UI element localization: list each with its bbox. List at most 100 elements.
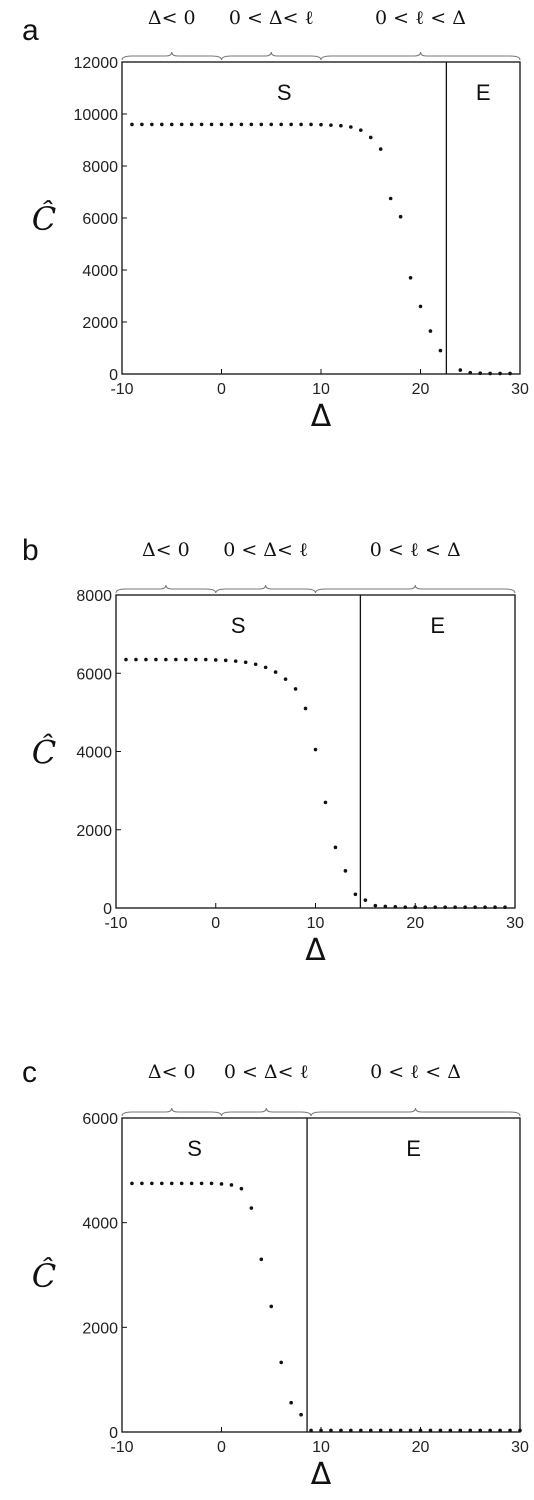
x-tick-label: -10: [104, 915, 127, 932]
data-point: [189, 122, 194, 127]
data-point: [413, 905, 418, 910]
data-point: [398, 1428, 403, 1433]
data-point: [408, 1428, 413, 1433]
data-point: [488, 371, 492, 376]
data-point: [368, 135, 373, 140]
x-tick-label: 20: [412, 1439, 430, 1456]
data-point: [150, 122, 154, 127]
data-point: [144, 657, 148, 662]
plot-frame: [121, 1117, 521, 1433]
data-point: [150, 1181, 154, 1186]
region-label-e: E: [430, 613, 445, 638]
data-point: [239, 122, 244, 127]
y-tick-label: 2000: [82, 315, 118, 332]
data-point: [293, 687, 298, 691]
data-point: [339, 1428, 343, 1433]
data-point: [463, 905, 467, 910]
y-tick-label: 8000: [82, 159, 118, 176]
data-point: [508, 1428, 512, 1433]
y-tick-label: 8000: [76, 588, 112, 605]
data-point: [189, 1181, 194, 1186]
regime-label: 0 < Δ< ℓ: [223, 539, 308, 561]
data-point: [478, 1428, 483, 1433]
data-point: [498, 1428, 502, 1433]
data-points: [130, 1181, 522, 1433]
data-point: [458, 368, 463, 372]
data-point: [259, 122, 264, 127]
y-tick-label: 2000: [82, 1320, 118, 1337]
data-point: [140, 1181, 144, 1186]
x-tick-label: 10: [307, 915, 325, 932]
regime-label: Δ< 0: [142, 539, 190, 561]
panel-label: a: [22, 14, 39, 47]
data-point: [259, 1257, 264, 1262]
data-point: [223, 658, 228, 663]
data-point: [253, 662, 258, 667]
data-point: [443, 905, 447, 910]
data-point: [169, 1181, 174, 1186]
data-point: [468, 1428, 473, 1433]
x-tick-label: 10: [312, 381, 330, 398]
y-tick-label: 4000: [82, 263, 118, 280]
data-point: [243, 660, 248, 665]
x-axis-title: Δ: [311, 399, 332, 434]
data-point: [299, 122, 303, 127]
y-tick-label: 4000: [76, 745, 112, 762]
data-point: [423, 905, 428, 910]
y-axis-title: Ĉ: [32, 1257, 56, 1295]
regime-brace: [320, 51, 521, 61]
x-tick-label: 20: [412, 381, 430, 398]
y-axis-title: Ĉ: [32, 200, 56, 238]
data-point: [408, 276, 413, 280]
regime-label: 0 < Δ< ℓ: [229, 7, 314, 29]
data-point: [493, 905, 497, 910]
region-label-s: S: [231, 613, 246, 638]
data-point: [313, 747, 318, 752]
regime-brace: [221, 51, 322, 61]
data-point: [289, 122, 293, 127]
data-point: [269, 122, 274, 127]
data-point: [353, 892, 358, 897]
data-point: [309, 122, 313, 127]
x-tick-label: 0: [217, 1439, 226, 1456]
y-axis-title: Ĉ: [32, 734, 56, 772]
regime-brace: [215, 584, 316, 594]
data-points: [130, 122, 512, 376]
regime-brace: [121, 51, 222, 61]
y-tick-label: 0: [109, 367, 118, 384]
data-point: [134, 657, 138, 662]
data-point: [339, 123, 343, 128]
regime-label: 0 < ℓ < Δ: [370, 539, 461, 561]
data-point: [333, 845, 338, 850]
data-point: [130, 122, 134, 127]
data-point: [428, 329, 433, 333]
data-point: [378, 147, 383, 151]
data-point: [273, 670, 278, 674]
regime-brace: [221, 1107, 312, 1117]
regime-brace: [115, 584, 217, 594]
data-point: [283, 677, 288, 681]
x-tick-label: -10: [110, 1439, 133, 1456]
data-point: [378, 1428, 383, 1433]
data-point: [219, 1182, 224, 1186]
data-point: [368, 1428, 373, 1433]
regime-label: 0 < ℓ < Δ: [375, 7, 466, 29]
data-point: [373, 903, 378, 908]
y-tick-label: 12000: [74, 55, 119, 72]
data-point: [428, 1428, 433, 1433]
data-point: [323, 800, 328, 805]
data-point: [468, 370, 473, 375]
data-point: [363, 898, 368, 902]
data-point: [130, 1181, 134, 1186]
x-tick-label: 0: [217, 381, 226, 398]
data-point: [199, 122, 204, 127]
data-point: [393, 905, 398, 909]
data-point: [343, 869, 348, 873]
data-point: [329, 1428, 333, 1433]
y-tick-label: 6000: [76, 666, 112, 683]
data-point: [203, 657, 208, 662]
data-point: [418, 1428, 423, 1433]
data-point: [483, 905, 487, 910]
data-point: [219, 122, 224, 127]
data-point: [229, 122, 234, 127]
